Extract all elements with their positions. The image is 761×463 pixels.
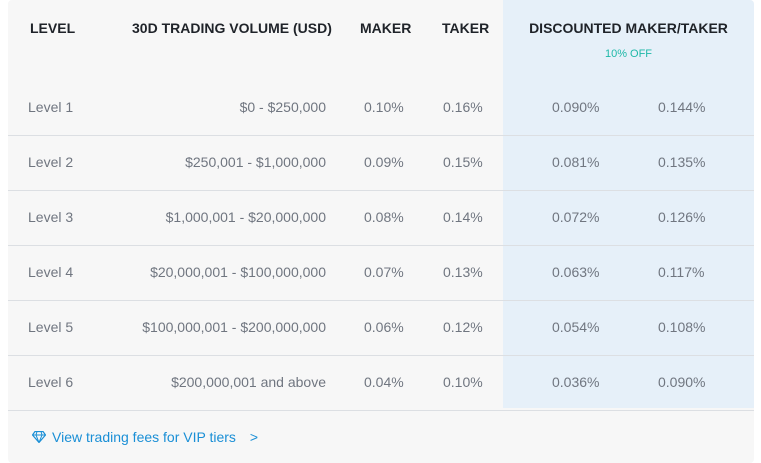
cell-disc-maker: 0.036% bbox=[552, 374, 600, 390]
cell-disc-taker: 0.117% bbox=[658, 264, 705, 280]
cell-disc-taker: 0.090% bbox=[658, 374, 706, 390]
vip-fees-link-label: View trading fees for VIP tiers bbox=[52, 429, 236, 445]
cell-volume: $1,000,001 - $20,000,000 bbox=[165, 209, 326, 225]
cell-disc-maker: 0.054% bbox=[552, 319, 600, 335]
header-discounted: DISCOUNTED MAKER/TAKER bbox=[529, 20, 728, 36]
cell-taker: 0.10% bbox=[443, 374, 483, 390]
cell-disc-taker: 0.144% bbox=[658, 99, 706, 115]
cell-level: Level 6 bbox=[28, 374, 74, 390]
cell-volume: $200,000,001 and above bbox=[171, 374, 326, 390]
cell-level: Level 1 bbox=[28, 99, 74, 115]
cell-taker: 0.13% bbox=[443, 264, 483, 280]
header-maker: MAKER bbox=[360, 20, 412, 36]
cell-maker: 0.08% bbox=[364, 209, 404, 225]
table-row: Level 6 $200,000,001 and above 0.04% 0.10% 0… bbox=[8, 355, 754, 411]
cell-maker: 0.07% bbox=[364, 264, 404, 280]
table-row: Level 3 $1,000,001 - $20,000,000 0.08% 0.14… bbox=[8, 190, 754, 246]
cell-level: Level 3 bbox=[28, 209, 74, 225]
cell-maker: 0.09% bbox=[364, 154, 404, 170]
discount-column-highlight bbox=[503, 0, 754, 408]
cell-level: Level 2 bbox=[28, 154, 74, 170]
cell-disc-taker: 0.108% bbox=[658, 319, 706, 335]
cell-maker: 0.04% bbox=[364, 374, 404, 390]
cell-disc-taker: 0.126% bbox=[658, 209, 706, 225]
cell-taker: 0.12% bbox=[443, 319, 483, 335]
header-taker: TAKER bbox=[442, 20, 490, 36]
cell-volume: $20,000,001 - $100,000,000 bbox=[150, 264, 326, 280]
table-row: Level 1 $0 - $250,000 0.10% 0.16% 0.090% 0.14… bbox=[8, 80, 754, 136]
table-row: Level 5 $100,000,001 - $200,000,000 0.06% 0… bbox=[8, 300, 754, 356]
cell-taker: 0.15% bbox=[443, 154, 483, 170]
header-level: LEVEL bbox=[30, 20, 76, 36]
cell-level: Level 4 bbox=[28, 264, 74, 280]
discount-note: 10% OFF bbox=[604, 48, 653, 60]
cell-taker: 0.16% bbox=[443, 99, 483, 115]
cell-maker: 0.10% bbox=[364, 99, 404, 115]
cell-disc-maker: 0.072% bbox=[552, 209, 600, 225]
cell-volume: $100,000,001 - $200,000,000 bbox=[142, 319, 326, 335]
cell-disc-taker: 0.135% bbox=[658, 154, 706, 170]
cell-maker: 0.06% bbox=[364, 319, 404, 335]
cell-volume: $0 - $250,000 bbox=[239, 99, 326, 115]
table-row: Level 4 $20,000,001 - $100,000,000 0.07% 0.… bbox=[8, 245, 754, 301]
table-row: Level 2 $250,001 - $1,000,000 0.09% 0.15% 0.… bbox=[8, 135, 754, 191]
cell-disc-maker: 0.063% bbox=[552, 264, 600, 280]
header-volume: 30D TRADING VOLUME (USD) bbox=[132, 20, 332, 36]
cell-disc-maker: 0.081% bbox=[552, 154, 600, 170]
cell-disc-maker: 0.090% bbox=[552, 99, 600, 115]
cell-volume: $250,001 - $1,000,000 bbox=[185, 154, 326, 170]
vip-fees-link[interactable]: View trading fees for VIP tiers > bbox=[32, 429, 258, 445]
chevron-right-icon: > bbox=[249, 429, 259, 445]
cell-taker: 0.14% bbox=[443, 209, 483, 225]
fee-table-card: LEVEL 30D TRADING VOLUME (USD) MAKER TAK… bbox=[8, 0, 754, 463]
cell-level: Level 5 bbox=[28, 319, 74, 335]
diamond-icon bbox=[32, 431, 46, 443]
